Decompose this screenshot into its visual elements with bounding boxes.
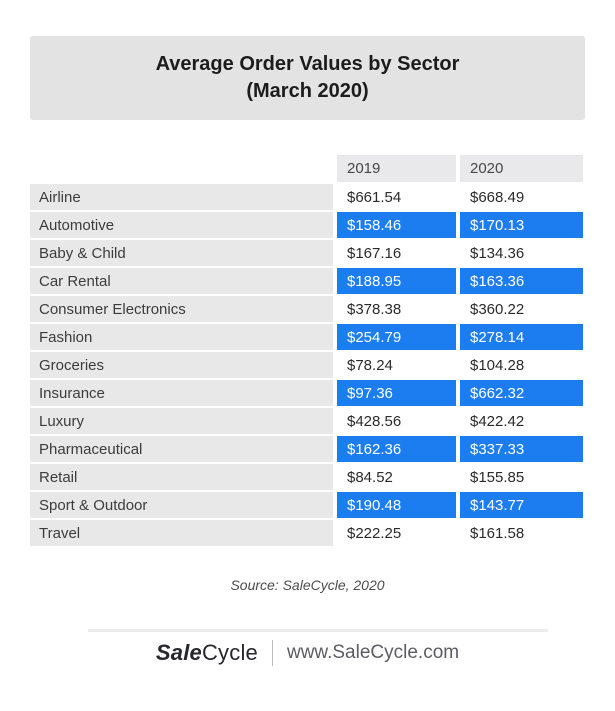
sector-label: Airline (30, 184, 333, 210)
value-2020: $155.85 (460, 464, 583, 490)
sector-label: Automotive (30, 212, 333, 238)
sector-label: Fashion (30, 324, 333, 350)
salecycle-logo: SaleCycle (156, 640, 258, 666)
value-2019: $428.56 (337, 408, 456, 434)
value-2020: $422.42 (460, 408, 583, 434)
value-2020: $662.32 (460, 380, 583, 406)
value-2019: $158.46 (337, 212, 456, 238)
sector-label: Travel (30, 520, 333, 546)
value-2020: $170.13 (460, 212, 583, 238)
value-2019: $190.48 (337, 492, 456, 518)
footer-divider (88, 629, 548, 632)
value-2019: $78.24 (337, 352, 456, 378)
website-url: www.SaleCycle.com (286, 642, 460, 663)
sector-label: Luxury (30, 408, 333, 434)
table-corner-spacer (30, 155, 333, 182)
value-2019: $222.25 (337, 520, 456, 546)
value-2020: $668.49 (460, 184, 583, 210)
sector-label: Baby & Child (30, 240, 333, 266)
sector-label: Groceries (30, 352, 333, 378)
value-2020: $337.33 (460, 436, 583, 462)
value-2019: $84.52 (337, 464, 456, 490)
column-header-2020: 2020 (460, 155, 583, 182)
sector-label: Car Rental (30, 268, 333, 294)
value-2019: $661.54 (337, 184, 456, 210)
value-2019: $167.16 (337, 240, 456, 266)
sector-label: Insurance (30, 380, 333, 406)
value-2020: $360.22 (460, 296, 583, 322)
value-2019: $97.36 (337, 380, 456, 406)
sector-label: Consumer Electronics (30, 296, 333, 322)
value-2019: $188.95 (337, 268, 456, 294)
value-2020: $163.36 (460, 268, 583, 294)
footer-brand: SaleCycle www.SaleCycle.com (0, 640, 615, 666)
value-2019: $378.38 (337, 296, 456, 322)
value-2020: $134.36 (460, 240, 583, 266)
sector-label: Retail (30, 464, 333, 490)
value-2020: $161.58 (460, 520, 583, 546)
value-2019: $254.79 (337, 324, 456, 350)
logo-bold-part: Sale (155, 640, 202, 665)
title-box: Average Order Values by Sector (March 20… (30, 36, 585, 120)
column-header-2019: 2019 (337, 155, 456, 182)
value-2020: $104.28 (460, 352, 583, 378)
source-note: Source: SaleCycle, 2020 (230, 577, 385, 593)
title-line-1: Average Order Values by Sector (155, 53, 460, 75)
aov-table: 2019 2020 Airline $661.54 $668.49 Automotiv… (30, 155, 583, 546)
sector-label: Sport & Outdoor (30, 492, 333, 518)
value-2020: $278.14 (460, 324, 583, 350)
vertical-divider (271, 640, 273, 666)
title-line-2: (March 2020) (246, 80, 369, 102)
value-2020: $143.77 (460, 492, 583, 518)
logo-regular-part: Cycle (201, 640, 258, 665)
page-title: Average Order Values by Sector (March 20… (156, 51, 460, 105)
value-2019: $162.36 (337, 436, 456, 462)
sector-label: Pharmaceutical (30, 436, 333, 462)
